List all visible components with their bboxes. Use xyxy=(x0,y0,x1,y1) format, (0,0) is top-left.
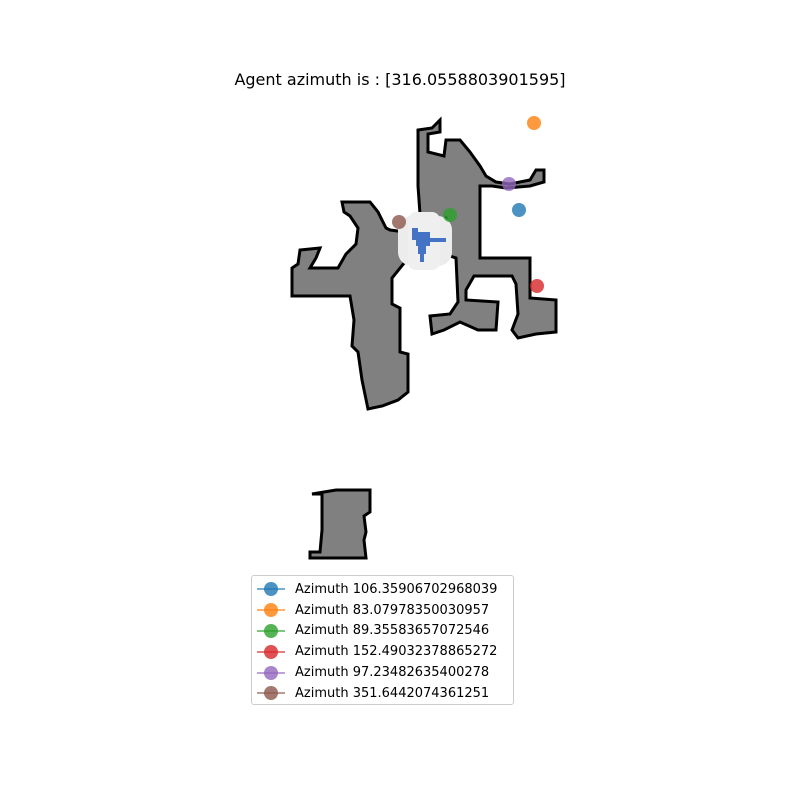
agent-marker xyxy=(412,228,446,262)
plot-title: Agent azimuth is : [316.0558803901595] xyxy=(234,70,566,89)
azimuth-marker-1 xyxy=(512,203,526,217)
legend-label: Azimuth 89.35583657072546 xyxy=(295,623,490,639)
legend-marker-icon xyxy=(257,603,285,618)
legend-entry: Azimuth 106.35906702968039 xyxy=(252,579,513,600)
legend-marker-icon xyxy=(257,623,285,638)
legend-marker-icon xyxy=(257,644,285,659)
azimuth-markers xyxy=(392,116,544,293)
legend-entry: Azimuth 152.49032378865272 xyxy=(252,641,513,662)
free-region-right xyxy=(416,116,558,340)
legend-entry: Azimuth 89.35583657072546 xyxy=(252,621,513,642)
azimuth-marker-2 xyxy=(527,116,541,130)
legend: Azimuth 106.35906702968039 Azimuth 83.079… xyxy=(251,575,514,705)
legend-marker-icon xyxy=(257,686,285,701)
azimuth-marker-3 xyxy=(443,208,457,222)
legend-label: Azimuth 97.23482635400278 xyxy=(295,665,490,681)
azimuth-marker-4 xyxy=(530,279,544,293)
legend-marker-icon xyxy=(257,582,285,597)
free-region-left xyxy=(290,200,410,411)
legend-marker-icon xyxy=(257,665,285,680)
legend-label: Azimuth 106.35906702968039 xyxy=(295,581,498,597)
free-region-bottom xyxy=(308,488,372,560)
legend-entry: Azimuth 97.23482635400278 xyxy=(252,662,513,683)
azimuth-marker-5 xyxy=(502,177,516,191)
azimuth-marker-6 xyxy=(392,215,406,229)
map-free-space xyxy=(290,116,558,560)
legend-entry: Azimuth 351.6442074361251 xyxy=(252,683,513,704)
legend-label: Azimuth 83.07978350030957 xyxy=(295,602,490,618)
legend-label: Azimuth 351.6442074361251 xyxy=(295,685,490,701)
legend-entry: Azimuth 83.07978350030957 xyxy=(252,600,513,621)
legend-label: Azimuth 152.49032378865272 xyxy=(295,644,498,660)
